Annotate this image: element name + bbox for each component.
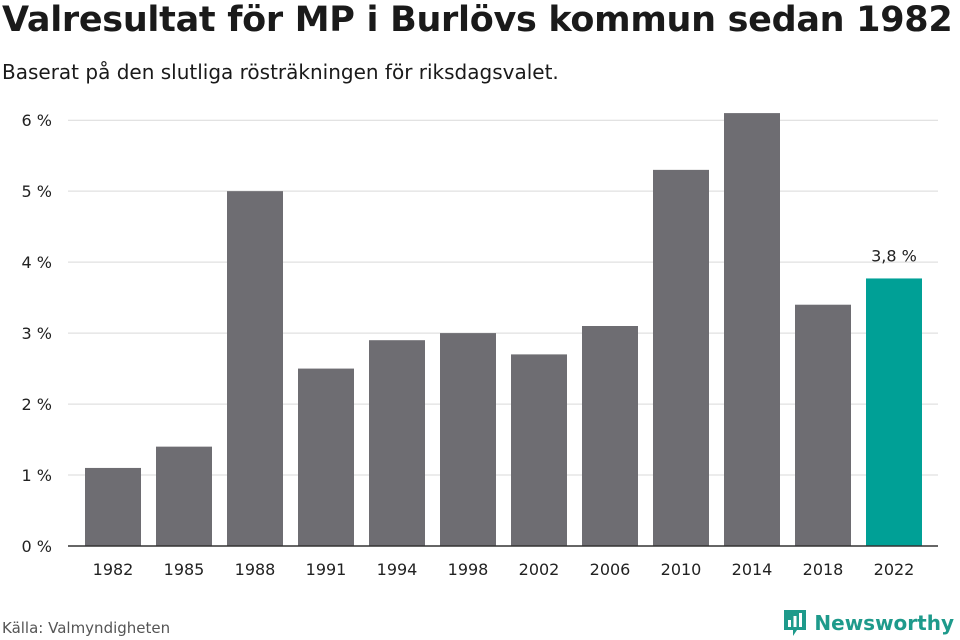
bar-1994 xyxy=(369,340,425,546)
x-tick-label: 2018 xyxy=(803,560,844,579)
data-label-2022: 3,8 % xyxy=(871,246,917,265)
bar-1991 xyxy=(298,368,354,546)
bar-2002 xyxy=(511,354,567,546)
bar-2014 xyxy=(724,113,780,546)
bar-2010 xyxy=(653,169,709,546)
y-axis-ticks: 0 % 1 % 2 % 3 % 4 % 5 % 6 % xyxy=(22,111,52,556)
x-tick-label: 1985 xyxy=(164,560,205,579)
source-note: Källa: Valmyndigheten xyxy=(2,619,171,637)
y-tick-label: 0 % xyxy=(22,537,52,556)
data-labels: 3,8 % xyxy=(871,246,917,265)
y-tick-label: 4 % xyxy=(22,253,52,272)
y-tick-label: 6 % xyxy=(22,111,52,130)
y-tick-label: 1 % xyxy=(22,466,52,485)
x-tick-label: 1994 xyxy=(377,560,418,579)
bar-1982 xyxy=(85,467,141,546)
x-tick-label: 2006 xyxy=(590,560,631,579)
x-tick-label: 1982 xyxy=(93,560,134,579)
x-tick-label: 2002 xyxy=(519,560,560,579)
newsworthy-logo-icon xyxy=(784,610,807,636)
gridlines xyxy=(68,119,938,476)
brand[interactable]: Newsworthy xyxy=(782,608,954,638)
bar-1998 xyxy=(440,333,496,546)
bar-2018 xyxy=(795,304,851,546)
bar-1985 xyxy=(156,446,212,546)
bar-chart: 0 %1 %2 %3 %4 %5 %6 % 1982 1985 1988 1991 19… xyxy=(22,111,938,579)
y-tick-label: 2 % xyxy=(22,395,52,414)
bar-2022 xyxy=(866,278,922,546)
x-tick-label: 1998 xyxy=(448,560,489,579)
x-tick-label: 2022 xyxy=(874,560,915,579)
chart-title: Valresultat för MP i Burlövs kommun seda… xyxy=(2,0,953,40)
bars xyxy=(85,113,922,546)
x-tick-label: 1991 xyxy=(306,560,347,579)
x-tick-label: 2010 xyxy=(661,560,702,579)
x-axis-ticks: 1982 1985 1988 1991 1994 1998 2002 2006 2010 2014… xyxy=(93,560,915,579)
x-tick-label: 2014 xyxy=(732,560,773,579)
bar-2006 xyxy=(582,326,638,546)
chart-subtitle: Baserat på den slutliga rösträkningen fö… xyxy=(2,60,559,84)
y-tick-label: 5 % xyxy=(22,182,52,201)
x-tick-label: 1988 xyxy=(235,560,276,579)
brand-name: Newsworthy xyxy=(814,611,954,635)
y-tick-label: 3 % xyxy=(22,324,52,343)
bar-1988 xyxy=(227,191,283,546)
